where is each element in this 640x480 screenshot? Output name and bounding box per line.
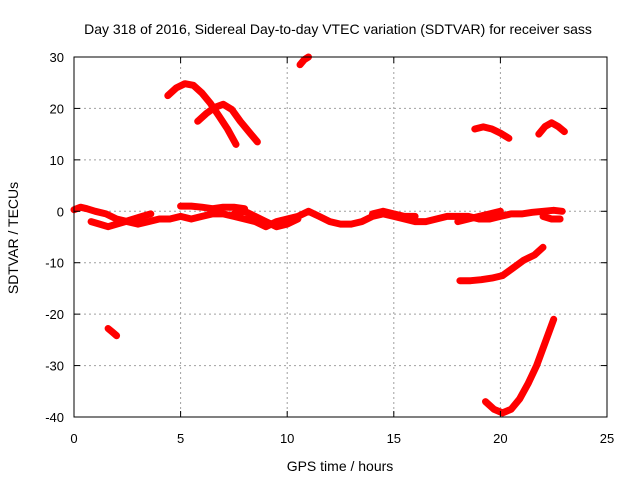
series-arc-high-2 [194,100,261,146]
data-series-layer [70,53,568,417]
x-tick-label: 5 [177,431,184,446]
x-tick-label: 25 [600,431,614,446]
y-tick-labels: -40 -30 -20 -10 0 10 20 30 [45,50,64,425]
x-axis-label: GPS time / hours [287,458,394,474]
y-tick-label: -40 [45,410,64,425]
series-arc-low-1 [104,325,121,340]
series-arc-main-2 [87,210,155,231]
y-tick-label: -30 [45,359,64,374]
y-tick-label: 30 [50,50,64,65]
x-tick-label: 0 [70,431,77,446]
y-tick-label: -20 [45,307,64,322]
series-arc-low-3 [482,315,558,417]
series-arc-high-5 [535,119,568,138]
series-arc-high-1 [164,80,240,148]
series-arc-main-6 [454,207,504,226]
y-tick-label: 0 [57,204,64,219]
grid-lines [74,57,607,417]
y-tick-label: 20 [50,101,64,116]
axis-ticks [73,56,608,418]
x-tick-label: 15 [387,431,401,446]
y-tick-label: 10 [50,153,64,168]
series-arc-high-3 [296,53,312,69]
series-arc-main-5 [369,207,419,220]
series-arc-main-7 [539,212,564,223]
series-arc-main-4 [230,207,302,231]
x-tick-labels: 0 5 10 15 20 25 [70,431,614,446]
series-arc-high-4 [471,123,513,142]
series-arc-low-2 [456,243,547,285]
chart-title: Day 318 of 2016, Sidereal Day-to-day VTE… [84,21,592,37]
plot-frame [73,56,608,418]
y-tick-label: -10 [45,256,64,271]
x-tick-label: 10 [280,431,294,446]
y-axis-label: SDTVAR / TECUs [5,182,21,294]
series-arc-main-3 [177,202,249,213]
x-tick-label: 20 [493,431,507,446]
